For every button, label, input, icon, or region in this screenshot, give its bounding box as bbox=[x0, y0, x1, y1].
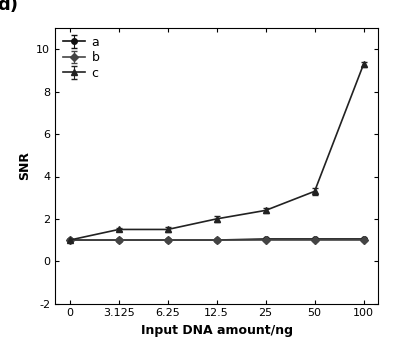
Text: d): d) bbox=[0, 0, 18, 14]
Y-axis label: SNR: SNR bbox=[18, 151, 31, 180]
Legend: a, b, c: a, b, c bbox=[59, 32, 103, 84]
X-axis label: Input DNA amount/ng: Input DNA amount/ng bbox=[141, 324, 293, 337]
